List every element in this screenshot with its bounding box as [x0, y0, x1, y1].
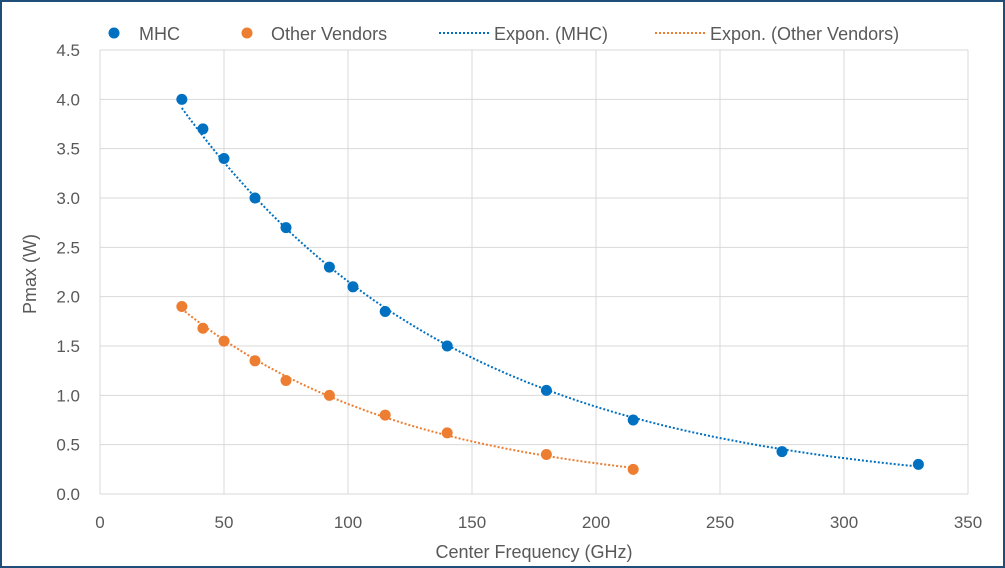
legend-label-expon-other: Expon. (Other Vendors) [710, 24, 899, 44]
trendline-mhc [180, 107, 919, 468]
x-tick-label: 100 [334, 513, 362, 532]
gridlines [99, 49, 969, 495]
point-mhc [323, 261, 335, 273]
y-tick-label: 3.0 [56, 189, 80, 208]
point-other-vendors [197, 322, 209, 334]
point-other-vendors [280, 375, 292, 387]
point-mhc [441, 340, 453, 352]
point-mhc [347, 281, 359, 293]
y-tick-label: 1.0 [56, 386, 80, 405]
legend: MHC Other Vendors Expon. (MHC) Expon. (Othe… [108, 24, 899, 44]
point-other-vendors [627, 463, 639, 475]
point-mhc [197, 123, 209, 135]
x-tick-label: 50 [215, 513, 234, 532]
point-mhc [280, 222, 292, 234]
point-other-vendors [323, 389, 335, 401]
tick-labels: 0 50 100 150 200 250 300 350 0.0 0.5 1.0 1.5 2.0 2.5 3… [56, 41, 982, 532]
point-mhc [912, 458, 924, 470]
y-tick-label: 4.5 [56, 41, 80, 60]
point-mhc [627, 414, 639, 426]
legend-label-mhc: MHC [139, 24, 180, 44]
point-other-vendors [540, 449, 552, 461]
x-tick-label: 250 [706, 513, 734, 532]
y-tick-label: 0.0 [56, 485, 80, 504]
point-other-vendors [379, 409, 391, 421]
y-tick-label: 1.5 [56, 337, 80, 356]
y-tick-label: 2.5 [56, 238, 80, 257]
y-tick-label: 2.0 [56, 288, 80, 307]
point-other-vendors [218, 335, 230, 347]
legend-label-expon-mhc: Expon. (MHC) [494, 24, 608, 44]
point-mhc [249, 192, 261, 204]
point-mhc [379, 305, 391, 317]
point-other-vendors [176, 301, 188, 313]
point-mhc [776, 446, 788, 458]
point-other-vendors [249, 355, 261, 367]
point-mhc [176, 93, 188, 105]
y-tick-label: 3.5 [56, 140, 80, 159]
data-points [176, 93, 924, 475]
x-tick-label: 300 [830, 513, 858, 532]
x-tick-label: 0 [95, 513, 104, 532]
point-other-vendors [441, 427, 453, 439]
legend-label-other-vendors: Other Vendors [271, 24, 387, 44]
y-axis-title: Pmax (W) [20, 234, 40, 314]
x-tick-label: 150 [458, 513, 486, 532]
y-tick-label: 0.5 [56, 436, 80, 455]
point-mhc [218, 153, 230, 165]
legend-marker-other-vendors [241, 27, 253, 39]
x-tick-label: 200 [582, 513, 610, 532]
point-mhc [540, 384, 552, 396]
x-axis-title: Center Frequency (GHz) [435, 542, 632, 562]
x-tick-label: 350 [954, 513, 982, 532]
trendline-other-vendors [181, 308, 634, 469]
trendlines [180, 107, 919, 469]
y-tick-label: 4.0 [56, 90, 80, 109]
legend-marker-mhc [108, 27, 120, 39]
